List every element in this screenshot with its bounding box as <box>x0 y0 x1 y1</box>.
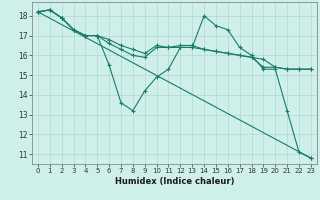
X-axis label: Humidex (Indice chaleur): Humidex (Indice chaleur) <box>115 177 234 186</box>
